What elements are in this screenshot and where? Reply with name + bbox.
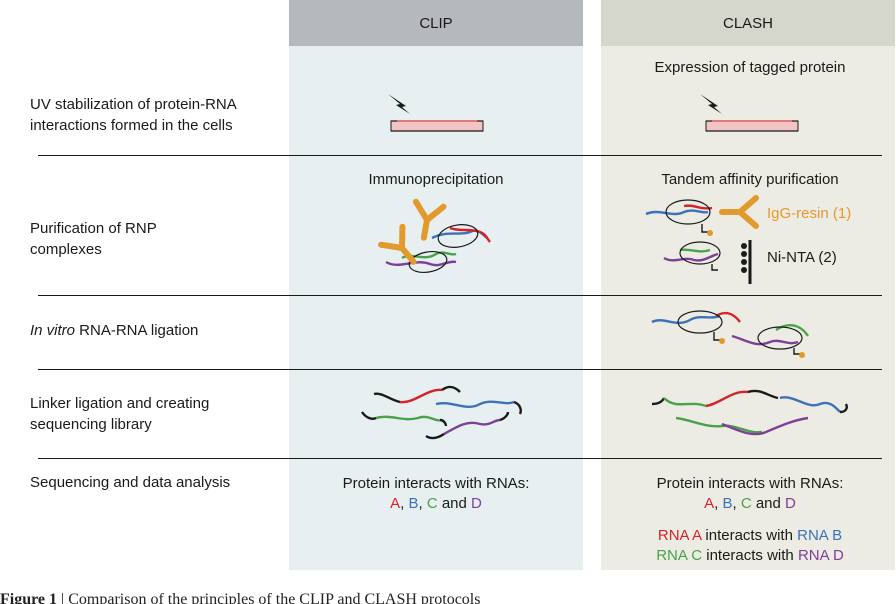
rna-c-text: C bbox=[426, 495, 438, 512]
ni-nta-label: Ni-NTA (2) bbox=[767, 249, 837, 266]
step-ligation: In vitro RNA-RNA ligation bbox=[30, 320, 198, 341]
caption-bar: | bbox=[57, 591, 69, 604]
separator-text: , bbox=[418, 495, 427, 512]
step-label-line: Purification of RNP bbox=[30, 220, 157, 237]
rna-c-text: C bbox=[740, 495, 752, 512]
rna-a-text: RNA A bbox=[657, 527, 702, 544]
separator-text: , bbox=[400, 495, 409, 512]
clash-results: Protein interacts with RNAs: A, B, C and… bbox=[601, 474, 896, 566]
rna-b-text: B bbox=[408, 495, 419, 512]
clash-column-header: CLASH bbox=[601, 0, 895, 46]
separator-text: and bbox=[751, 495, 786, 512]
clip-results-rna-list: A, B, C and D bbox=[289, 494, 583, 514]
step-label-line: UV stabilization of protein-RNA bbox=[30, 96, 237, 113]
step-label-line: Sequencing and data analysis bbox=[30, 474, 231, 491]
step-label-italic: In vitro bbox=[30, 322, 76, 339]
row-divider bbox=[38, 295, 882, 296]
step-label-line: sequencing library bbox=[30, 416, 152, 433]
rna-a-text: A bbox=[390, 495, 401, 512]
rna-b-text: B bbox=[722, 495, 733, 512]
step-sequencing: Sequencing and data analysis bbox=[30, 472, 230, 493]
step-label-text: RNA-RNA ligation bbox=[75, 322, 199, 339]
figure-caption: Figure 1 | Comparison of the principles … bbox=[0, 591, 480, 604]
ni-nta-beads bbox=[741, 240, 752, 284]
step-label-line: complexes bbox=[30, 241, 102, 258]
clip-rnp-complexes bbox=[381, 202, 491, 275]
interacts-text: interacts with bbox=[702, 547, 798, 564]
row-divider bbox=[38, 155, 882, 156]
interacts-text: interacts with bbox=[701, 527, 798, 544]
clip-library-reads bbox=[361, 385, 522, 440]
rna-c-d-interaction: RNA C interacts with RNA D bbox=[601, 546, 896, 566]
clip-column-header: CLIP bbox=[289, 0, 583, 46]
rna-a-text: A bbox=[704, 495, 715, 512]
caption-label: Figure 1 bbox=[0, 591, 58, 604]
step-label-line: interactions formed in the cells bbox=[30, 117, 233, 134]
igg-resin-label: IgG-resin (1) bbox=[767, 205, 852, 222]
rna-d-text: RNA D bbox=[797, 547, 844, 564]
uv-bolt-icon-clash bbox=[700, 94, 722, 114]
rna-b-text: RNA B bbox=[797, 527, 843, 544]
step-purification: Purification of RNP complexes bbox=[30, 218, 157, 260]
separator-text: , bbox=[714, 495, 723, 512]
clash-library-reads bbox=[651, 389, 848, 436]
clip-results-intro: Protein interacts with RNAs: bbox=[342, 475, 530, 492]
rna-d-text: D bbox=[785, 495, 796, 512]
rna-a-b-interaction: RNA A interacts with RNA B bbox=[601, 526, 896, 546]
rna-d-text: D bbox=[471, 495, 482, 512]
clip-purification-text: Immunoprecipitation bbox=[368, 171, 504, 188]
uv-dish-clip bbox=[390, 120, 484, 132]
uv-dish-clash bbox=[705, 120, 799, 132]
step-uv-stabilization: UV stabilization of protein-RNA interact… bbox=[30, 94, 237, 136]
clash-results-rna-list: A, B, C and D bbox=[601, 494, 896, 514]
uv-bolt-icon-clip bbox=[388, 94, 410, 114]
clash-purification-text: Tandem affinity purification bbox=[661, 171, 839, 188]
clash-rnp-complexes bbox=[645, 198, 756, 284]
clash-results-intro: Protein interacts with RNAs: bbox=[656, 475, 844, 492]
row-divider bbox=[38, 369, 882, 370]
step-label-line: Linker ligation and creating bbox=[30, 395, 210, 412]
rna-c-text: RNA C bbox=[656, 547, 703, 564]
row-divider bbox=[38, 458, 882, 459]
separator-text: and bbox=[437, 495, 472, 512]
caption-text: Comparison of the principles of the CLIP… bbox=[68, 591, 481, 604]
clash-ligated-complexes bbox=[651, 310, 809, 358]
clash-expression-text: Expression of tagged protein bbox=[654, 59, 846, 76]
clip-results: Protein interacts with RNAs: A, B, C and… bbox=[289, 474, 583, 514]
clash-column-background bbox=[601, 0, 895, 570]
separator-text: , bbox=[732, 495, 741, 512]
step-linker-ligation: Linker ligation and creating sequencing … bbox=[30, 393, 209, 435]
clip-column-background bbox=[289, 0, 583, 570]
